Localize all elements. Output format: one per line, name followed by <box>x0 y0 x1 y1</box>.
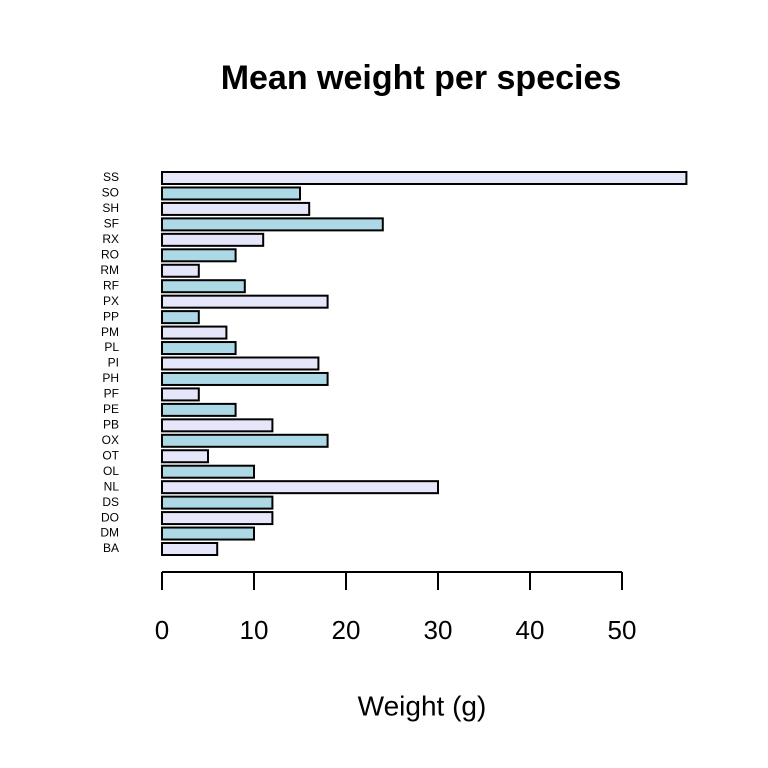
y-tick-label: SO <box>102 186 119 200</box>
y-tick-label: SH <box>102 201 119 215</box>
y-tick-label: SS <box>103 170 119 184</box>
y-tick-label: PP <box>103 309 119 323</box>
y-tick-label: OT <box>102 448 119 462</box>
bar <box>161 356 320 371</box>
y-tick-label: RO <box>101 247 119 261</box>
y-tick-label: PB <box>103 418 119 432</box>
bar <box>161 325 228 340</box>
y-tick-label: DS <box>102 495 119 509</box>
y-tick-label: RX <box>102 232 119 246</box>
y-tick-label: BA <box>103 541 119 555</box>
x-tick-label: 50 <box>608 615 637 645</box>
x-tick-label: 20 <box>332 615 361 645</box>
x-tick-label: 30 <box>424 615 453 645</box>
bar <box>161 449 209 464</box>
y-tick-label: PL <box>104 340 119 354</box>
y-tick-label: OX <box>102 433 119 447</box>
y-tick-label: PM <box>101 325 119 339</box>
bar <box>161 387 200 402</box>
bar <box>161 248 237 263</box>
y-tick-label: PE <box>103 402 119 416</box>
bar <box>161 542 219 556</box>
bar <box>161 480 439 495</box>
y-tick-label: DO <box>101 510 119 524</box>
bar <box>161 418 274 433</box>
bar <box>161 201 311 216</box>
bar <box>161 464 255 479</box>
x-axis-label: Weight (g) <box>358 690 487 721</box>
bar <box>161 511 274 526</box>
bar <box>161 341 237 356</box>
bar <box>161 232 265 247</box>
chart-title: Mean weight per species <box>221 59 622 97</box>
x-tick-label: 10 <box>240 615 269 645</box>
bar <box>161 526 255 541</box>
bar <box>161 217 384 232</box>
bar <box>161 310 200 325</box>
bar <box>161 433 329 448</box>
y-tick-label: OL <box>103 464 119 478</box>
bar <box>161 294 329 309</box>
bar <box>161 186 301 201</box>
y-tick-label: PX <box>103 294 119 308</box>
y-tick-label: PF <box>104 387 119 401</box>
y-tick-label: SF <box>104 217 119 231</box>
y-tick-label: PI <box>108 356 119 370</box>
bar <box>161 495 274 510</box>
x-tick-label: 0 <box>155 615 169 645</box>
y-tick-label: RF <box>103 278 119 292</box>
y-tick-label: DM <box>100 526 119 540</box>
bar <box>161 263 200 278</box>
x-tick-label: 40 <box>516 615 545 645</box>
bar <box>161 279 246 294</box>
y-tick-label: RM <box>100 263 119 277</box>
bar <box>161 371 329 386</box>
bar <box>161 171 688 185</box>
y-tick-label: NL <box>104 479 120 493</box>
y-tick-label: PH <box>102 371 119 385</box>
bar <box>161 402 237 417</box>
